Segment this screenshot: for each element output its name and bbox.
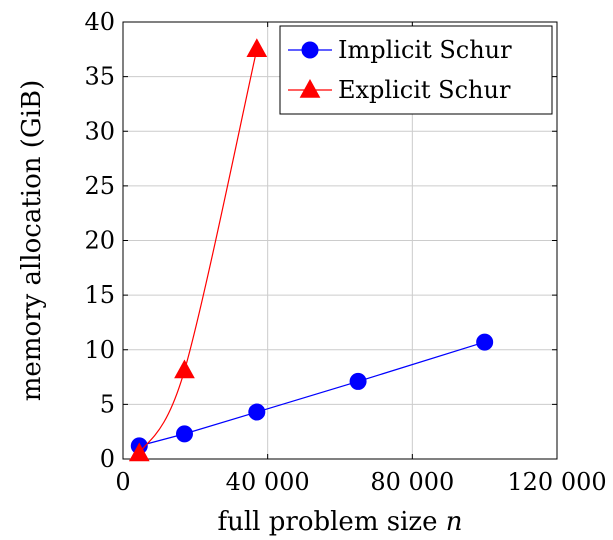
legend: Implicit Schur Explicit Schur bbox=[279, 25, 553, 115]
legend-entry-explicit-schur: Explicit Schur bbox=[288, 76, 511, 104]
y-tick-label: 25 bbox=[84, 172, 115, 200]
x-axis-title-text: full problem size bbox=[217, 507, 437, 536]
legend-box bbox=[279, 25, 553, 115]
legend-marker-implicit-schur bbox=[301, 41, 319, 59]
series-line-explicit-schur bbox=[138, 49, 258, 454]
x-axis-title-variable: n bbox=[446, 507, 463, 536]
y-tick-label: 35 bbox=[84, 63, 115, 91]
y-tick-label: 0 bbox=[100, 445, 115, 473]
legend-entries: Implicit Schur Explicit Schur bbox=[288, 36, 512, 104]
legend-label: Implicit Schur bbox=[338, 36, 512, 64]
data-point-implicit-schur bbox=[248, 403, 266, 421]
legend-label: Explicit Schur bbox=[338, 76, 511, 104]
x-axis-title: full problem size n bbox=[217, 507, 462, 536]
data-point-implicit-schur bbox=[349, 372, 367, 390]
x-axis-tick-labels: 0 40 000 80 000 120 000 bbox=[115, 468, 606, 496]
legend-entry-implicit-schur: Implicit Schur bbox=[288, 36, 512, 64]
y-tick-label: 30 bbox=[84, 117, 115, 145]
x-tick-label: 0 bbox=[115, 468, 130, 496]
data-point-explicit-schur bbox=[246, 38, 268, 58]
axis-ticks bbox=[122, 21, 558, 460]
y-tick-label: 5 bbox=[100, 390, 115, 418]
data-point-implicit-schur bbox=[175, 425, 193, 443]
y-tick-label: 40 bbox=[84, 8, 115, 36]
x-tick-label: 80 000 bbox=[370, 468, 454, 496]
y-tick-label: 10 bbox=[84, 336, 115, 364]
y-tick-label: 20 bbox=[84, 227, 115, 255]
data-point-explicit-schur bbox=[128, 442, 150, 462]
data-point-implicit-schur bbox=[476, 333, 494, 351]
series-layer bbox=[128, 38, 494, 462]
y-axis-tick-labels: 0 5 10 15 20 25 30 35 40 bbox=[84, 8, 115, 473]
x-tick-label: 40 000 bbox=[226, 468, 310, 496]
data-point-explicit-schur bbox=[174, 359, 195, 379]
series-explicit-schur bbox=[128, 38, 268, 462]
y-axis-title: memory allocation (GiB) bbox=[17, 80, 47, 401]
series-implicit-schur bbox=[130, 333, 494, 455]
legend-marker-explicit-schur bbox=[299, 78, 321, 98]
y-tick-label: 15 bbox=[84, 281, 115, 309]
x-tick-label: 120 000 bbox=[507, 468, 606, 496]
